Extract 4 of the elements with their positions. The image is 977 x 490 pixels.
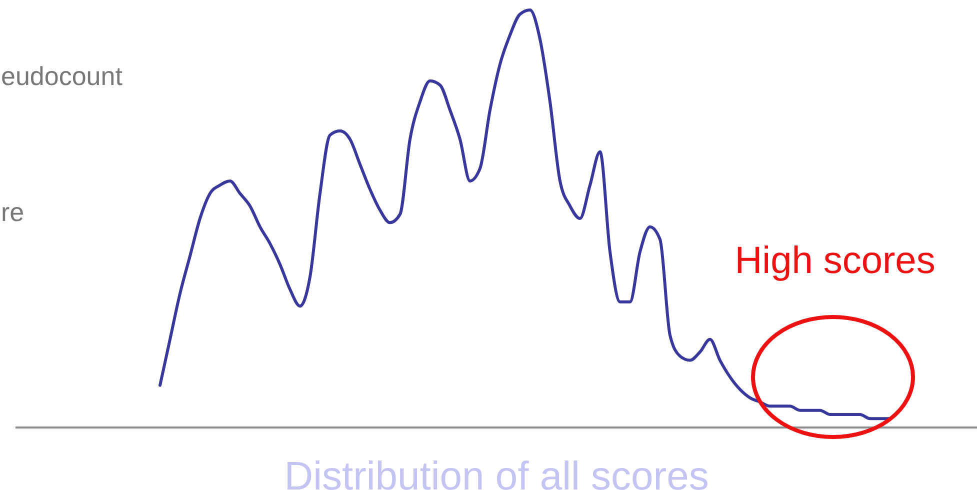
text: eudocount [1,61,124,91]
x-axis-title: Distribution of all scores [284,454,709,490]
text: re [1,197,24,227]
annotation: High scores [734,240,936,282]
